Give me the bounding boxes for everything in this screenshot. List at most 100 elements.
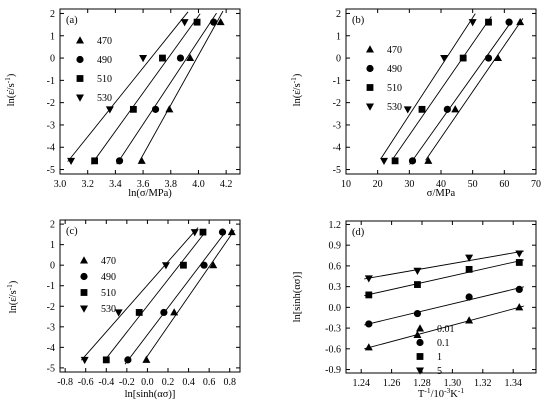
x-tick-label: 0.4 (182, 377, 195, 388)
legend-marker (76, 94, 84, 102)
series-1 (364, 259, 524, 299)
fit-line (138, 10, 224, 162)
series-530 (380, 13, 477, 166)
x-tick-label: 20 (373, 179, 383, 190)
panel-label: (b) (352, 15, 365, 26)
legend-marker (366, 84, 374, 91)
y-tick-label: -3 (47, 322, 55, 333)
legend-marker (80, 256, 88, 264)
data-point (364, 275, 373, 283)
series-510 (391, 16, 492, 165)
data-point (408, 157, 417, 165)
data-point (485, 18, 492, 26)
data-point (414, 281, 421, 288)
data-point (468, 19, 477, 27)
x-axis-label: σ/MPa (427, 188, 456, 199)
data-point (216, 17, 225, 26)
data-point (199, 228, 207, 236)
legend-label: 0.01 (437, 324, 455, 335)
y-tick-label: 0 (50, 54, 55, 65)
fit-line (116, 12, 217, 165)
data-point (364, 343, 373, 351)
x-tick-label: 40 (436, 179, 446, 190)
data-point (465, 316, 474, 324)
legend-label: 470 (387, 45, 402, 56)
series-490 (115, 12, 218, 165)
x-tick-label: -0.8 (57, 377, 73, 388)
panel-label: (c) (66, 226, 78, 237)
series-530 (80, 227, 199, 365)
x-tick-label: 3.8 (165, 179, 178, 190)
data-point (139, 55, 148, 63)
fit-line (103, 231, 207, 363)
y-tick-label: 2 (50, 9, 55, 20)
data-point (403, 106, 412, 114)
data-point (91, 157, 99, 165)
legend-label: 510 (97, 74, 112, 85)
legend-label: 530 (97, 93, 112, 104)
data-point (105, 106, 114, 114)
data-point (515, 259, 523, 266)
data-point (413, 267, 422, 275)
y-tick-label: -2 (333, 98, 341, 109)
data-point (413, 330, 422, 338)
plot-frame (345, 220, 537, 374)
legend-label: 490 (101, 272, 116, 283)
fit-line (364, 305, 524, 350)
x-axis-label: ln[sinh(ασ)] (125, 389, 176, 400)
data-point (391, 157, 399, 165)
data-point (160, 308, 168, 317)
x-tick-label: 0.2 (162, 377, 175, 388)
chart-panel-3: -0.8 -0.6 -0.4 -0.2 0.0 0.2 0.4 0.6 0.8 -5 -4 -3 -2 -… (5, 219, 241, 400)
data-point (365, 291, 373, 299)
legend-marker (80, 305, 88, 313)
legend-marker (76, 75, 84, 82)
legend-marker (416, 367, 424, 375)
data-point (451, 105, 460, 113)
y-tick-label: -0.3 (325, 324, 341, 335)
fit-line (425, 18, 524, 161)
data-point (505, 18, 513, 26)
x-tick-label: 1.34 (504, 378, 522, 389)
y-axis-label: ln(ε̇/s-1) (289, 73, 304, 106)
y-tick-label: 2 (336, 9, 341, 20)
plot-frame (59, 219, 241, 373)
y-tick-label: 0.0 (329, 303, 342, 314)
chart-panel-4: 1.24 1.26 1.28 1.30 1.32 1.34 -0.9 -0.6 -0.3 0.0 0… (292, 220, 537, 400)
data-point (443, 105, 451, 113)
data-point (365, 320, 373, 328)
fit-line (364, 250, 524, 280)
y-tick-label: 0.3 (329, 282, 342, 293)
data-point (484, 54, 493, 62)
series-5 (364, 250, 524, 283)
x-tick-label: 1.32 (474, 378, 492, 389)
y-tick-label: -5 (47, 165, 55, 176)
fit-line (380, 13, 476, 159)
series-510 (91, 13, 201, 165)
x-tick-label: 3.4 (109, 179, 122, 190)
data-point (440, 55, 449, 63)
data-point (170, 308, 179, 316)
y-tick-label: 0 (50, 261, 55, 272)
x-axis-label: ln(σ/MPa) (128, 188, 172, 199)
x-tick-label: 1.26 (383, 378, 401, 389)
fit-line (91, 13, 201, 165)
data-point (190, 229, 199, 237)
chart-panel-2: 10 20 30 40 50 60 70 -5 -4 -3 -2 -1 0 1 2 (b) σ/MPa ln(ε̇… (289, 8, 541, 199)
plot-frame (345, 8, 537, 175)
data-point (193, 18, 201, 26)
data-point (115, 157, 124, 165)
data-point (176, 54, 185, 62)
series-470 (137, 10, 225, 164)
data-point (102, 356, 110, 364)
x-tick-label: 60 (499, 179, 509, 190)
data-point (218, 228, 227, 236)
series-470 (142, 227, 236, 363)
data-point (465, 254, 474, 262)
data-point (159, 54, 166, 62)
y-tick-label: -5 (333, 165, 341, 176)
y-tick-label: 0.6 (329, 261, 342, 272)
x-tick-label: 0.8 (223, 377, 236, 388)
data-point (424, 156, 433, 164)
